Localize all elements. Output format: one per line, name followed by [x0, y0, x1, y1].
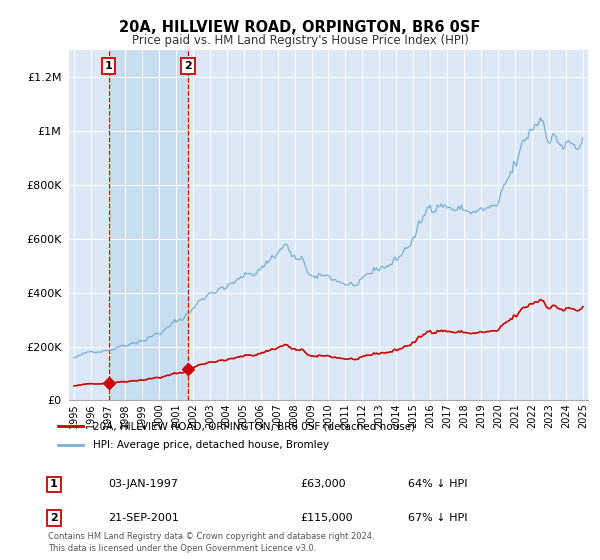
Text: 2: 2	[50, 513, 58, 523]
Text: Contains HM Land Registry data © Crown copyright and database right 2024.
This d: Contains HM Land Registry data © Crown c…	[48, 533, 374, 553]
Text: 67% ↓ HPI: 67% ↓ HPI	[408, 513, 467, 523]
Text: 64% ↓ HPI: 64% ↓ HPI	[408, 479, 467, 489]
Text: Price paid vs. HM Land Registry's House Price Index (HPI): Price paid vs. HM Land Registry's House …	[131, 34, 469, 46]
Text: 1: 1	[50, 479, 58, 489]
Text: 2: 2	[184, 61, 192, 71]
Text: £115,000: £115,000	[300, 513, 353, 523]
Text: 20A, HILLVIEW ROAD, ORPINGTON, BR6 0SF (detached house): 20A, HILLVIEW ROAD, ORPINGTON, BR6 0SF (…	[94, 421, 415, 431]
Text: 21-SEP-2001: 21-SEP-2001	[108, 513, 179, 523]
Text: HPI: Average price, detached house, Bromley: HPI: Average price, detached house, Brom…	[94, 440, 329, 450]
Text: 1: 1	[105, 61, 113, 71]
Text: 03-JAN-1997: 03-JAN-1997	[108, 479, 178, 489]
Text: 20A, HILLVIEW ROAD, ORPINGTON, BR6 0SF: 20A, HILLVIEW ROAD, ORPINGTON, BR6 0SF	[119, 20, 481, 35]
Bar	[109, 50, 188, 400]
Text: £63,000: £63,000	[300, 479, 346, 489]
